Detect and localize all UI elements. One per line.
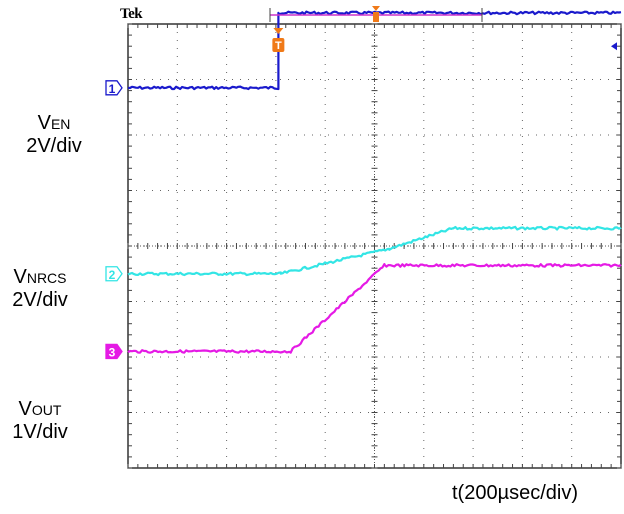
record-window-bracket bbox=[269, 6, 483, 22]
trigger-label: T bbox=[275, 40, 282, 52]
time-axis-label: t(200µsec/div) bbox=[452, 482, 579, 504]
channel-2-label: VNRCS 2V/div bbox=[0, 266, 80, 311]
channel-3-name: V bbox=[18, 398, 32, 420]
trigger-marker: T bbox=[272, 28, 285, 52]
channel-1-scale: 2V/div bbox=[26, 135, 82, 157]
channel-3-scale: 1V/div bbox=[12, 421, 68, 443]
traces bbox=[127, 10, 622, 354]
bracket-trigger-arrow bbox=[372, 6, 380, 11]
channel-2-marker: 2 bbox=[105, 266, 123, 282]
channel-marker-shape bbox=[105, 266, 123, 282]
channel-1-label: VEN 2V/div bbox=[14, 112, 94, 157]
channel-marker-shape bbox=[105, 343, 123, 360]
channel-marker-number: 2 bbox=[109, 268, 116, 282]
channel-1-name: V bbox=[37, 112, 51, 134]
channel-2-name: V bbox=[13, 266, 27, 288]
channel-marker-shape bbox=[105, 80, 123, 96]
channel-3-name-sub: OUT bbox=[31, 402, 62, 418]
channel-1-marker: 1 bbox=[105, 80, 123, 96]
trigger-box bbox=[272, 38, 285, 52]
trace-VNRCS bbox=[127, 225, 622, 277]
trigger-arrow bbox=[273, 28, 284, 34]
scope-decor: 1 2 3 T bbox=[105, 6, 617, 360]
channel-3-label: VOUT 1V/div bbox=[0, 398, 80, 443]
trace-VEN bbox=[127, 10, 622, 91]
channel-marker-number: 1 bbox=[109, 82, 116, 96]
trace-VOUT bbox=[127, 263, 622, 354]
bracket-trigger-box bbox=[373, 12, 379, 22]
level-marker-arrow bbox=[611, 42, 617, 51]
channel-marker-number: 3 bbox=[109, 345, 116, 359]
brand-logo: Tek bbox=[120, 6, 143, 22]
channel-3-marker: 3 bbox=[105, 343, 123, 360]
graticule bbox=[127, 23, 622, 469]
channel-2-scale: 2V/div bbox=[12, 289, 68, 311]
channel-2-name-sub: NRCS bbox=[26, 270, 67, 286]
channel-1-name-sub: EN bbox=[50, 116, 71, 132]
